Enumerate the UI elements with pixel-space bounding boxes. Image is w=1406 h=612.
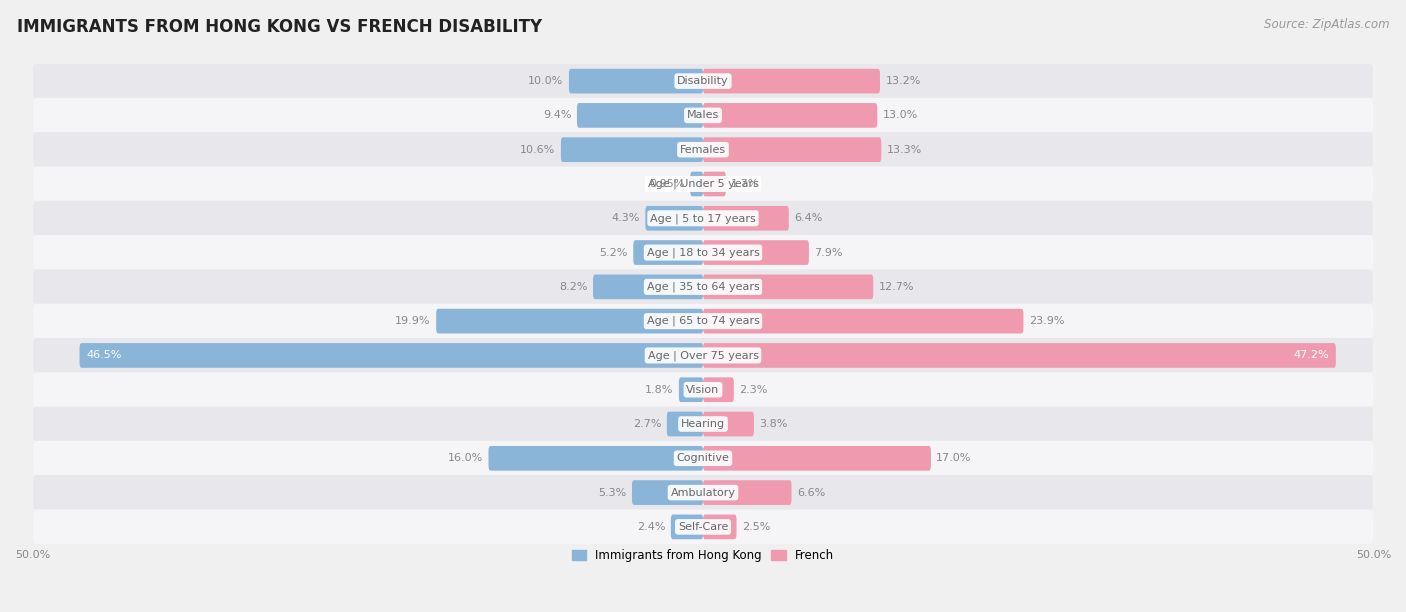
FancyBboxPatch shape	[690, 171, 703, 196]
FancyBboxPatch shape	[703, 206, 789, 231]
FancyBboxPatch shape	[671, 515, 703, 539]
FancyBboxPatch shape	[32, 475, 1374, 510]
FancyBboxPatch shape	[703, 480, 792, 505]
FancyBboxPatch shape	[703, 137, 882, 162]
Text: 6.6%: 6.6%	[797, 488, 825, 498]
FancyBboxPatch shape	[32, 64, 1374, 99]
FancyBboxPatch shape	[703, 103, 877, 128]
FancyBboxPatch shape	[80, 343, 703, 368]
Text: 2.5%: 2.5%	[742, 522, 770, 532]
Text: 4.3%: 4.3%	[612, 213, 640, 223]
FancyBboxPatch shape	[436, 309, 703, 334]
Text: 2.3%: 2.3%	[740, 385, 768, 395]
Text: 3.8%: 3.8%	[759, 419, 787, 429]
Text: 1.7%: 1.7%	[731, 179, 759, 189]
Text: 47.2%: 47.2%	[1294, 351, 1329, 360]
FancyBboxPatch shape	[32, 304, 1374, 338]
FancyBboxPatch shape	[32, 166, 1374, 201]
Text: 46.5%: 46.5%	[86, 351, 122, 360]
FancyBboxPatch shape	[703, 275, 873, 299]
FancyBboxPatch shape	[703, 515, 737, 539]
Text: IMMIGRANTS FROM HONG KONG VS FRENCH DISABILITY: IMMIGRANTS FROM HONG KONG VS FRENCH DISA…	[17, 18, 541, 36]
FancyBboxPatch shape	[576, 103, 703, 128]
Text: 0.95%: 0.95%	[650, 179, 685, 189]
FancyBboxPatch shape	[488, 446, 703, 471]
FancyBboxPatch shape	[703, 412, 754, 436]
Text: Age | 5 to 17 years: Age | 5 to 17 years	[650, 213, 756, 223]
Text: 13.0%: 13.0%	[883, 110, 918, 121]
Text: Age | 18 to 34 years: Age | 18 to 34 years	[647, 247, 759, 258]
FancyBboxPatch shape	[32, 98, 1374, 133]
Text: 19.9%: 19.9%	[395, 316, 430, 326]
Text: 2.4%: 2.4%	[637, 522, 665, 532]
FancyBboxPatch shape	[32, 509, 1374, 544]
FancyBboxPatch shape	[32, 269, 1374, 304]
FancyBboxPatch shape	[703, 446, 931, 471]
Text: 9.4%: 9.4%	[543, 110, 572, 121]
FancyBboxPatch shape	[32, 406, 1374, 441]
FancyBboxPatch shape	[703, 378, 734, 402]
Text: 23.9%: 23.9%	[1029, 316, 1064, 326]
Text: 7.9%: 7.9%	[814, 248, 842, 258]
Text: Self-Care: Self-Care	[678, 522, 728, 532]
Text: 2.7%: 2.7%	[633, 419, 661, 429]
FancyBboxPatch shape	[703, 171, 725, 196]
Text: Vision: Vision	[686, 385, 720, 395]
Text: Age | Over 75 years: Age | Over 75 years	[648, 350, 758, 360]
Text: Disability: Disability	[678, 76, 728, 86]
Text: Hearing: Hearing	[681, 419, 725, 429]
Text: 10.6%: 10.6%	[520, 144, 555, 155]
Text: Males: Males	[688, 110, 718, 121]
Text: 6.4%: 6.4%	[794, 213, 823, 223]
Text: Source: ZipAtlas.com: Source: ZipAtlas.com	[1264, 18, 1389, 31]
FancyBboxPatch shape	[32, 372, 1374, 407]
FancyBboxPatch shape	[703, 343, 1336, 368]
FancyBboxPatch shape	[32, 441, 1374, 476]
FancyBboxPatch shape	[666, 412, 703, 436]
FancyBboxPatch shape	[32, 132, 1374, 167]
Text: Ambulatory: Ambulatory	[671, 488, 735, 498]
Text: 12.7%: 12.7%	[879, 282, 914, 292]
Text: 10.0%: 10.0%	[529, 76, 564, 86]
Text: Age | 65 to 74 years: Age | 65 to 74 years	[647, 316, 759, 326]
FancyBboxPatch shape	[561, 137, 703, 162]
Text: Age | 35 to 64 years: Age | 35 to 64 years	[647, 282, 759, 292]
Text: 5.2%: 5.2%	[599, 248, 628, 258]
Text: 5.3%: 5.3%	[599, 488, 627, 498]
FancyBboxPatch shape	[32, 201, 1374, 236]
FancyBboxPatch shape	[703, 69, 880, 94]
FancyBboxPatch shape	[32, 235, 1374, 270]
FancyBboxPatch shape	[703, 309, 1024, 334]
Text: Age | Under 5 years: Age | Under 5 years	[648, 179, 758, 189]
Legend: Immigrants from Hong Kong, French: Immigrants from Hong Kong, French	[567, 545, 839, 567]
Text: Females: Females	[681, 144, 725, 155]
Text: 1.8%: 1.8%	[645, 385, 673, 395]
FancyBboxPatch shape	[679, 378, 703, 402]
Text: 16.0%: 16.0%	[449, 453, 484, 463]
FancyBboxPatch shape	[633, 241, 703, 265]
FancyBboxPatch shape	[569, 69, 703, 94]
Text: 13.3%: 13.3%	[887, 144, 922, 155]
Text: 8.2%: 8.2%	[560, 282, 588, 292]
FancyBboxPatch shape	[32, 338, 1374, 373]
FancyBboxPatch shape	[631, 480, 703, 505]
Text: Cognitive: Cognitive	[676, 453, 730, 463]
FancyBboxPatch shape	[703, 241, 808, 265]
FancyBboxPatch shape	[593, 275, 703, 299]
Text: 13.2%: 13.2%	[886, 76, 921, 86]
FancyBboxPatch shape	[645, 206, 703, 231]
Text: 17.0%: 17.0%	[936, 453, 972, 463]
